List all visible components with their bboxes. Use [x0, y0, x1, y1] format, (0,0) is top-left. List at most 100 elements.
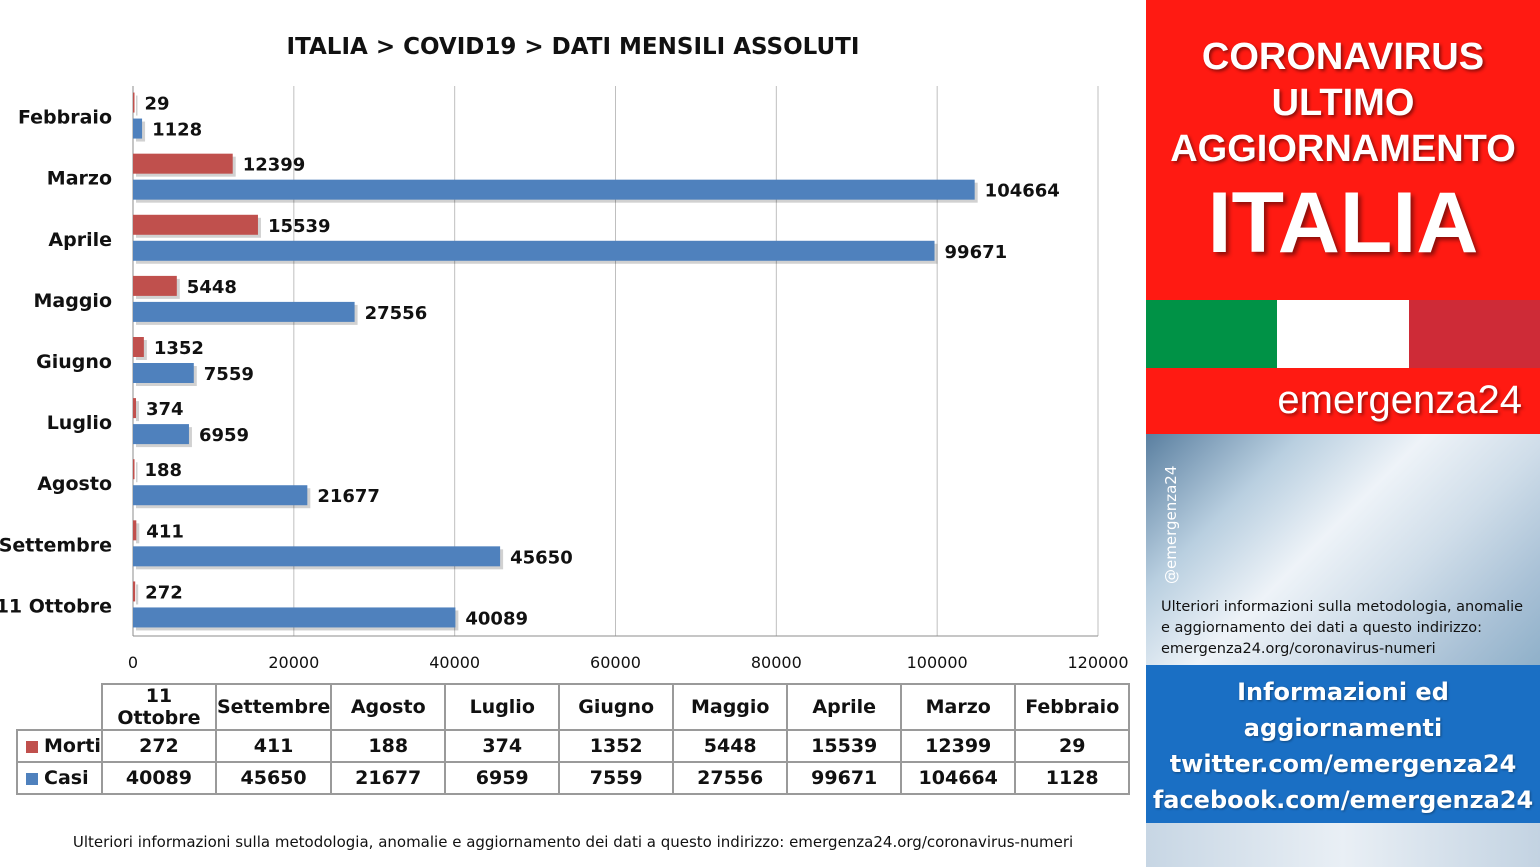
table-header-row: 11 Ottobre Settembre Agosto Luglio Giugn… — [17, 683, 1131, 731]
table-cell: 6959 — [444, 761, 561, 795]
data-label: 374 — [146, 399, 184, 420]
series-name: Casi — [44, 767, 89, 789]
note-line: Ulteriori informazioni sulla metodologia… — [1161, 599, 1524, 615]
table-col-header: Maggio — [672, 683, 789, 731]
italian-flag — [1146, 300, 1540, 368]
data-table: 11 Ottobre Settembre Agosto Luglio Giugn… — [16, 683, 1131, 795]
methodology-note: Ulteriori informazioni sulla metodologia… — [72, 833, 1074, 851]
table-cell: 45650 — [214, 761, 333, 795]
table-col-header: Aprile — [786, 683, 903, 731]
series-legend-morti: Morti — [16, 729, 103, 763]
bar-shadow — [136, 462, 138, 483]
data-label: 272 — [145, 582, 183, 603]
headline: CORONAVIRUS ULTIMO AGGIORNAMENTO — [1146, 34, 1540, 172]
data-label: 15539 — [268, 216, 331, 237]
social-line: aggiornamenti — [1243, 714, 1443, 742]
category-label: 11 Ottobre — [0, 595, 112, 617]
bottom-strip — [1146, 823, 1540, 867]
casi-bar — [133, 363, 194, 383]
data-label: 411 — [146, 521, 184, 542]
brand-name: emergenza24 — [1277, 378, 1522, 422]
table-cell: 1352 — [558, 729, 675, 763]
casi-bar — [133, 179, 975, 200]
x-tick-label: 120000 — [1067, 653, 1128, 672]
x-tick-label: 80000 — [751, 653, 802, 672]
table-cell: 29 — [1014, 729, 1131, 763]
data-label: 1128 — [152, 120, 202, 141]
headline-line: AGGIORNAMENTO — [1170, 128, 1516, 170]
headline-line: ULTIMO — [1271, 82, 1415, 124]
table-cell: 411 — [214, 729, 333, 763]
social-block — [1146, 665, 1540, 823]
category-label: Aprile — [48, 229, 112, 251]
handle-text: @emergenza24 — [1162, 465, 1180, 584]
table-row-casi: Casi 40089 45650 21677 6959 7559 27556 9… — [16, 761, 1131, 795]
casi-bar — [133, 607, 456, 628]
table-cell: 188 — [330, 729, 447, 763]
twitter-link[interactable]: twitter.com/emergenza24 — [1169, 750, 1517, 778]
sidebar-panel: CORONAVIRUS ULTIMO AGGIORNAMENTO ITALIA … — [1146, 0, 1540, 867]
category-label: Giugno — [36, 351, 112, 373]
series-name: Morti — [44, 735, 101, 757]
bar-shadow — [136, 95, 138, 116]
background-photo — [1146, 434, 1540, 665]
social-links: Informazioni ed aggiornamenti twitter.co… — [1146, 674, 1540, 818]
flag-stripe-white — [1277, 300, 1409, 368]
data-label: 27556 — [365, 303, 428, 324]
bar-chart: 0 20000 40000 60000 80000 100000 120000 Febbrai… — [0, 86, 1129, 672]
category-label: Maggio — [34, 290, 113, 312]
chart-panel: ITALIA > COVID19 > DATI MENSILI ASSOLUTI… — [0, 34, 1131, 851]
sidebar-note: Ulteriori informazioni sulla metodologia… — [1161, 597, 1531, 660]
table-cell: 7559 — [558, 761, 675, 795]
casi-bar — [133, 485, 308, 506]
social-line: Informazioni ed — [1237, 678, 1449, 706]
casi-swatch — [26, 773, 38, 785]
table-corner-cell — [17, 684, 103, 731]
bar-shadow — [136, 523, 140, 544]
x-tick-label: 100000 — [907, 653, 968, 672]
morti-bar — [133, 275, 177, 296]
table-col-header: Giugno — [558, 683, 675, 731]
table-cell: 272 — [100, 729, 217, 763]
data-label: 99671 — [945, 242, 1008, 263]
category-label: Luglio — [47, 412, 112, 434]
flag-stripe-red — [1408, 300, 1540, 368]
table-row-morti: Morti 272 411 188 374 1352 5448 15539 12… — [16, 729, 1131, 763]
headline-block — [1146, 0, 1540, 300]
casi-bar — [133, 240, 935, 261]
table-cell: 374 — [444, 729, 561, 763]
morti-swatch — [26, 741, 38, 753]
table-cell: 40089 — [100, 761, 217, 795]
morti-bar — [133, 337, 144, 357]
flag-stripe-green — [1146, 300, 1278, 368]
note-line: e aggiornamento dei dati a questo indiri… — [1161, 620, 1483, 636]
country-name: ITALIA — [1207, 175, 1479, 271]
social-handle: @emergenza24 — [1156, 464, 1182, 584]
table-cell: 27556 — [672, 761, 789, 795]
category-label: Settembre — [0, 534, 112, 556]
morti-bar — [133, 92, 135, 113]
morti-bar — [133, 581, 136, 602]
bar-shadow — [136, 401, 140, 422]
table-col-header: Febbraio — [1014, 683, 1131, 731]
series-legend-casi: Casi — [16, 761, 103, 795]
morti-bar — [133, 459, 135, 480]
data-label: 29 — [145, 94, 170, 115]
morti-bar — [133, 520, 137, 541]
x-tick-label: 20000 — [268, 653, 319, 672]
data-label: 40089 — [465, 608, 528, 629]
data-label: 45650 — [510, 547, 573, 568]
data-label: 21677 — [317, 486, 380, 507]
x-tick-label: 60000 — [590, 653, 641, 672]
facebook-link[interactable]: facebook.com/emergenza24 — [1152, 786, 1534, 814]
data-label: 188 — [145, 460, 183, 481]
table-cell: 1128 — [1014, 761, 1131, 795]
data-label: 6959 — [199, 425, 249, 446]
casi-bar — [133, 424, 189, 445]
table-col-header: Luglio — [444, 683, 561, 731]
table-col-header: Agosto — [330, 683, 447, 731]
category-label: Marzo — [47, 168, 112, 190]
casi-bar — [133, 118, 143, 139]
chart-title: ITALIA > COVID19 > DATI MENSILI ASSOLUTI — [286, 34, 860, 60]
data-label: 5448 — [187, 277, 237, 298]
